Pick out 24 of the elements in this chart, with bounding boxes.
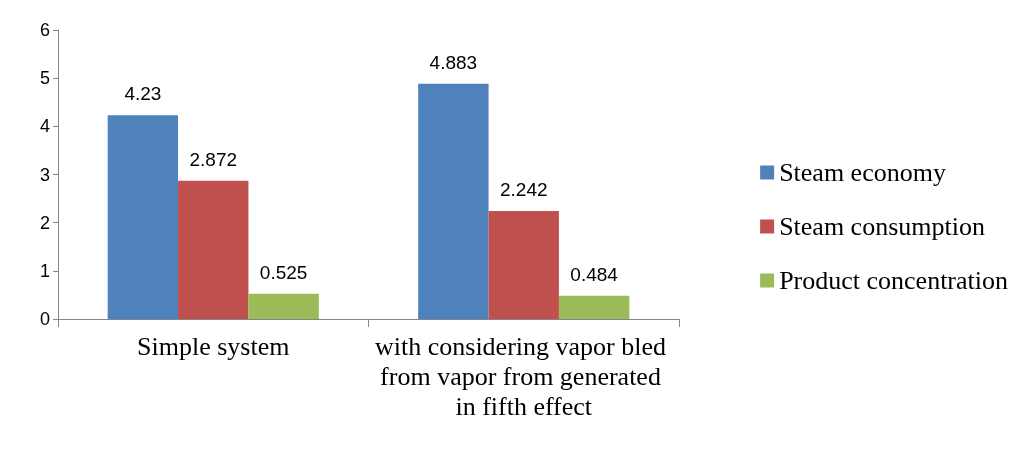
bar xyxy=(418,83,489,319)
data-label: 0.484 xyxy=(570,263,619,285)
y-tick-label: 0 xyxy=(39,309,50,329)
data-label: 0.525 xyxy=(259,261,308,283)
bar xyxy=(558,295,630,319)
bar xyxy=(178,180,249,319)
y-tick-label: 6 xyxy=(39,20,50,40)
data-label: 4.23 xyxy=(124,83,162,105)
data-label: 2.872 xyxy=(189,148,238,170)
x-tick-label: Simple system xyxy=(137,331,290,361)
bar xyxy=(248,293,319,319)
bar xyxy=(107,115,179,319)
legend-label: Steam economy xyxy=(779,158,946,187)
legend-label: Product concentration xyxy=(779,266,1008,295)
y-tick-label: 2 xyxy=(39,212,50,233)
legend-label: Steam consumption xyxy=(779,212,985,241)
bar xyxy=(488,211,559,319)
y-tick-label: 3 xyxy=(39,164,50,185)
y-tick-label: 1 xyxy=(39,260,50,281)
x-tick-label: with considering vapor bled from vapor from generated in fifth effect xyxy=(375,331,673,421)
data-label: 2.242 xyxy=(499,179,548,201)
data-label: 4.883 xyxy=(429,51,478,73)
y-tick-label: 5 xyxy=(39,68,50,89)
y-tick-label: 4 xyxy=(39,116,50,137)
